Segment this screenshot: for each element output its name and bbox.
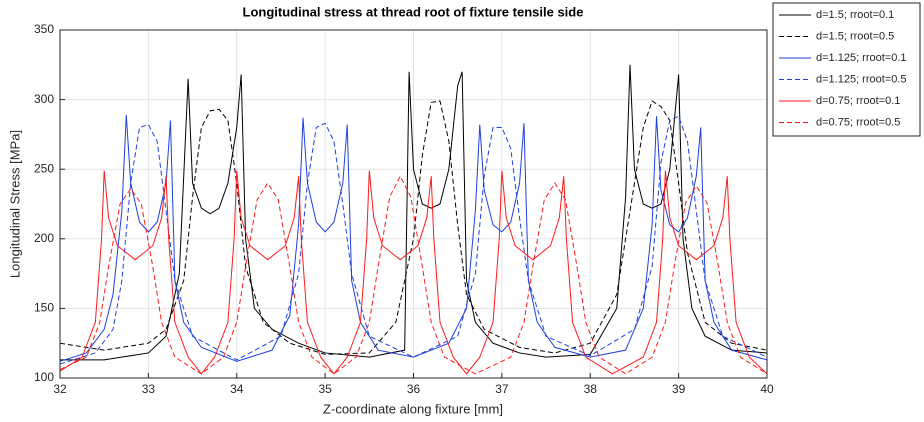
x-tick-label: 36 xyxy=(407,382,421,396)
y-tick-label: 300 xyxy=(34,92,54,106)
legend-label: d=0.75; rroot=0.1 xyxy=(816,95,900,107)
x-tick-label: 38 xyxy=(584,382,598,396)
y-tick-label: 100 xyxy=(34,370,54,384)
series-line xyxy=(59,170,768,375)
legend-label: d=1.5; rroot=0.5 xyxy=(816,30,894,42)
x-tick-label: 34 xyxy=(230,382,244,396)
series-line xyxy=(59,114,768,362)
x-tick-label: 32 xyxy=(53,382,67,396)
series-line xyxy=(59,115,768,365)
series-line xyxy=(59,175,768,375)
x-axis-label: Z-coordinate along fixture [mm] xyxy=(323,401,503,416)
y-tick-label: 250 xyxy=(34,161,54,175)
x-tick-label: 40 xyxy=(760,382,774,396)
y-axis-label: Longitudinal Stress [MPa] xyxy=(7,130,22,278)
plot-frame xyxy=(59,29,768,379)
series-line xyxy=(59,100,768,355)
legend-box xyxy=(772,2,921,137)
x-tick-label: 37 xyxy=(495,382,509,396)
x-tick-label: 33 xyxy=(142,382,156,396)
legend-label: d=1.5; rroot=0.1 xyxy=(816,9,894,21)
series-line xyxy=(60,64,768,361)
y-tick-label: 350 xyxy=(34,22,54,36)
y-tick-label: 200 xyxy=(34,231,54,245)
x-tick-label: 39 xyxy=(672,382,686,396)
legend-label: d=1.125; rroot=0.5 xyxy=(816,73,907,85)
legend-label: d=1.125; rroot=0.1 xyxy=(816,52,907,64)
y-tick-label: 150 xyxy=(34,301,54,315)
chart-title: Longitudinal stress at thread root of fi… xyxy=(243,4,584,19)
x-tick-label: 35 xyxy=(318,382,332,396)
legend-label: d=0.75; rroot=0.5 xyxy=(816,116,900,128)
